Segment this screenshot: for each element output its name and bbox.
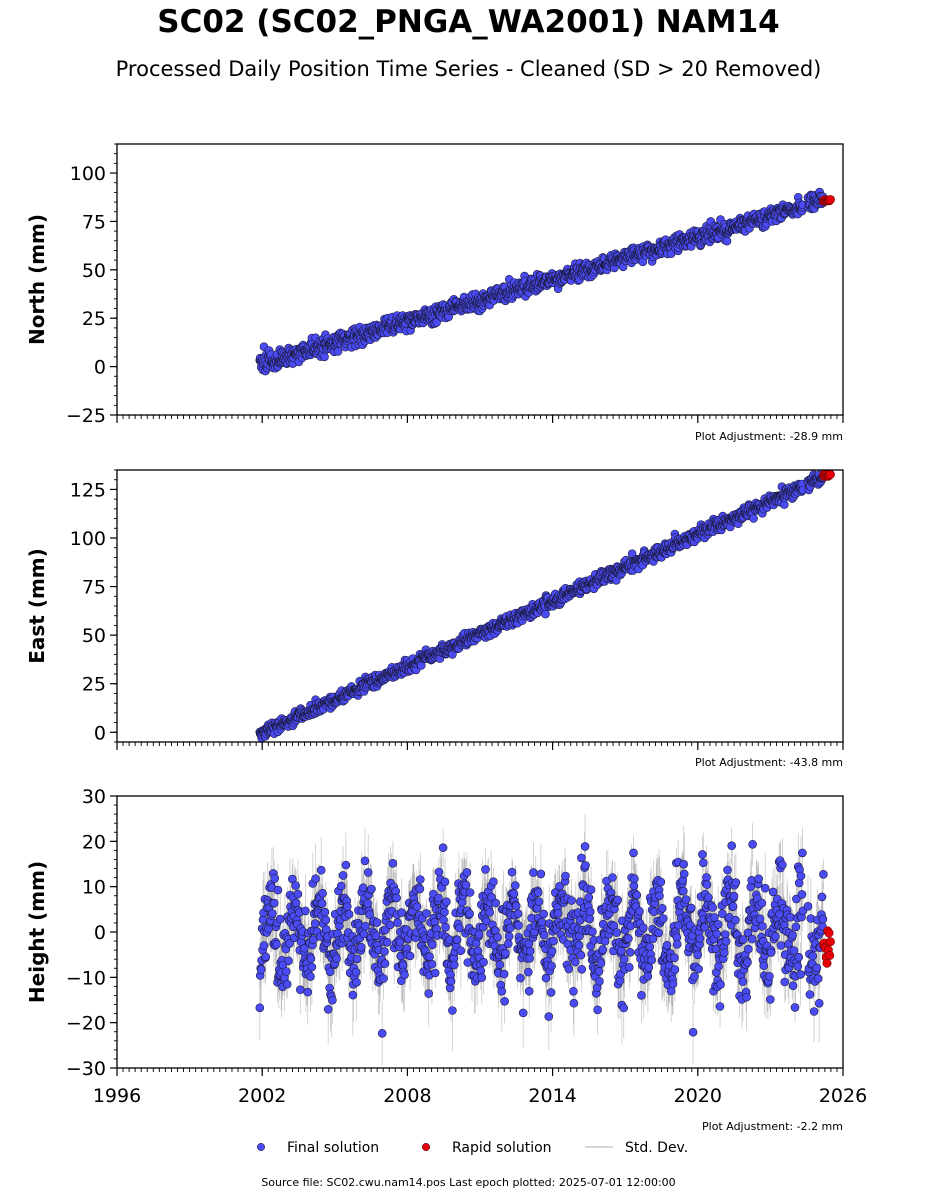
y-tick-label: 50 <box>82 260 106 282</box>
y-tick-label: −25 <box>66 405 106 427</box>
final-point <box>779 500 789 509</box>
plot-area-east <box>255 470 835 742</box>
y-tick-label: 75 <box>82 211 106 233</box>
y-axis-label-north: North (mm) <box>25 214 49 345</box>
plot-area-north <box>255 187 835 376</box>
rapid-solution-points-north <box>819 195 835 206</box>
final-point <box>749 514 758 523</box>
rapid-point <box>825 195 835 205</box>
final-point <box>333 347 343 356</box>
y-tick-label: 0 <box>94 357 106 379</box>
chart-subtitle: Processed Daily Position Time Series - C… <box>115 57 822 81</box>
y-tick-label: 100 <box>70 163 106 185</box>
panel-north: −25 0 25 50 75 100 North (mm) Plot Adjustment: … <box>25 143 844 443</box>
axes-frame-north <box>116 143 844 416</box>
chart-title: SC02 (SC02_PNGA_WA2001) NAM14 <box>157 4 780 40</box>
final-solution-points-east <box>255 470 828 742</box>
plot-adjustment-north: Plot Adjustment: -28.9 mm <box>695 430 843 443</box>
final-point <box>320 352 329 362</box>
final-point <box>541 609 550 619</box>
final-point <box>722 236 732 246</box>
final-solution-points-north <box>255 187 828 376</box>
y-tick-label: 25 <box>82 308 106 330</box>
